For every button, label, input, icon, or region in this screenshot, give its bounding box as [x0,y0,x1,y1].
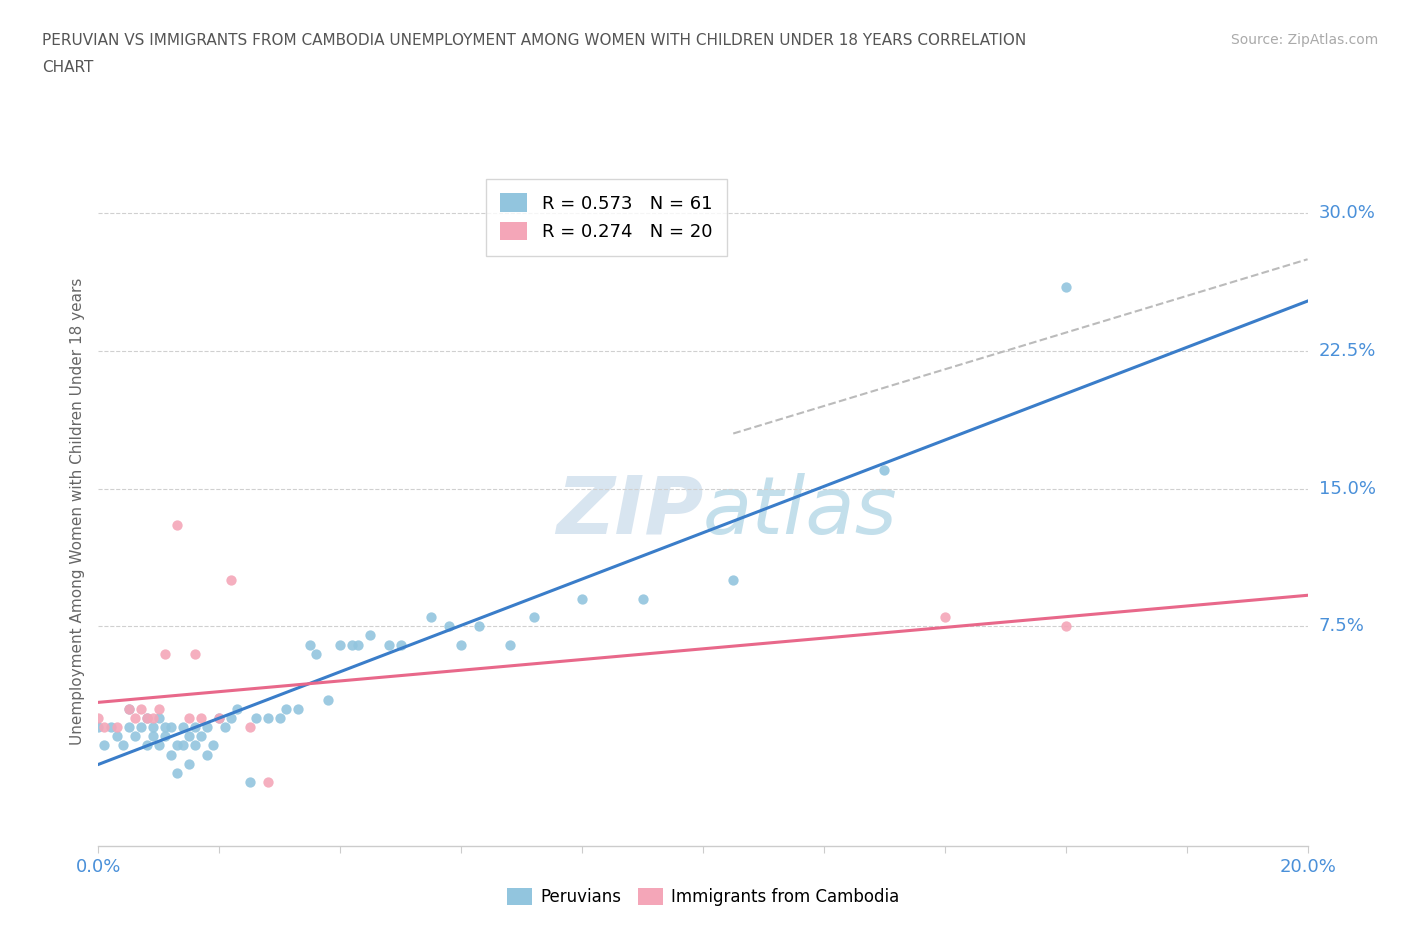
Point [208,711,231,725]
Point [316,692,339,707]
Point [166,738,188,753]
Legend: R = 0.573   N = 61, R = 0.274   N = 20: R = 0.573 N = 61, R = 0.274 N = 20 [486,179,727,256]
Point [631,591,654,606]
Point [166,518,188,533]
Point [571,591,593,606]
Point [450,637,472,652]
Point [269,711,291,725]
Text: Source: ZipAtlas.com: Source: ZipAtlas.com [1230,33,1378,46]
Point [129,701,152,716]
Point [111,738,134,753]
Point [498,637,520,652]
Legend: Peruvians, Immigrants from Cambodia: Peruvians, Immigrants from Cambodia [501,881,905,912]
Point [256,711,278,725]
Point [160,747,183,762]
Point [118,701,141,716]
Point [153,729,176,744]
Point [148,711,170,725]
Point [208,711,231,725]
Point [226,701,249,716]
Point [342,637,364,652]
Point [105,729,128,744]
Point [195,720,218,735]
Point [160,720,183,735]
Point [934,609,956,624]
Point [347,637,370,652]
Point [305,646,328,661]
Point [239,720,262,735]
Point [87,711,110,725]
Point [1054,279,1077,294]
Point [153,720,176,735]
Point [87,720,110,735]
Point [256,775,278,790]
Point [721,573,744,588]
Point [172,720,194,735]
Point [214,720,236,735]
Point [329,637,352,652]
Point [190,729,212,744]
Text: CHART: CHART [42,60,94,75]
Point [468,618,491,633]
Point [93,720,115,735]
Point [202,738,225,753]
Text: 22.5%: 22.5% [1319,342,1376,360]
Point [239,775,262,790]
Point [190,711,212,725]
Point [221,711,243,725]
Point [135,738,157,753]
Text: 30.0%: 30.0% [1319,205,1375,222]
Point [172,738,194,753]
Point [148,738,170,753]
Point [118,701,141,716]
Point [135,711,157,725]
Point [184,646,207,661]
Point [148,701,170,716]
Point [299,637,322,652]
Point [274,701,297,716]
Point [142,711,165,725]
Point [287,701,309,716]
Text: 7.5%: 7.5% [1319,618,1365,635]
Y-axis label: Unemployment Among Women with Children Under 18 years: Unemployment Among Women with Children U… [70,278,86,745]
Point [129,720,152,735]
Point [523,609,546,624]
Point [118,720,141,735]
Point [419,609,441,624]
Point [135,711,157,725]
Point [142,729,165,744]
Point [142,720,165,735]
Point [100,720,122,735]
Point [177,729,201,744]
Text: ZIP: ZIP [555,472,703,551]
Point [245,711,267,725]
Point [153,646,176,661]
Point [166,765,188,780]
Point [124,729,146,744]
Point [377,637,399,652]
Point [184,720,207,735]
Point [177,711,201,725]
Point [195,747,218,762]
Point [360,628,382,643]
Point [177,756,201,771]
Point [124,711,146,725]
Point [873,463,896,478]
Point [1054,618,1077,633]
Text: PERUVIAN VS IMMIGRANTS FROM CAMBODIA UNEMPLOYMENT AMONG WOMEN WITH CHILDREN UNDE: PERUVIAN VS IMMIGRANTS FROM CAMBODIA UNE… [42,33,1026,47]
Point [437,618,460,633]
Point [184,738,207,753]
Point [389,637,412,652]
Point [93,738,115,753]
Point [105,720,128,735]
Text: atlas: atlas [703,472,898,551]
Text: 15.0%: 15.0% [1319,480,1375,498]
Point [221,573,243,588]
